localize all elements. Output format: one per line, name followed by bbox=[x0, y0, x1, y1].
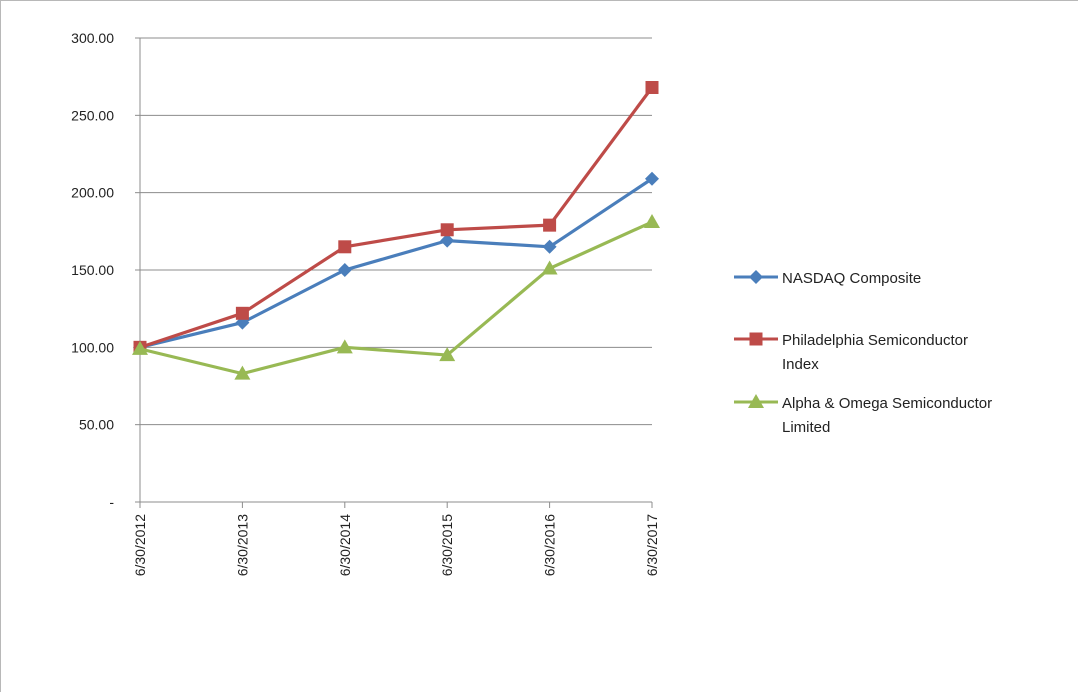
series-line bbox=[139, 177, 653, 349]
data-point bbox=[440, 233, 455, 248]
x-axis: 6/30/2012 6/30/2013 6/30/2014 6/30/2015 6/30… bbox=[132, 501, 660, 576]
y-tick-label: 50.00 bbox=[79, 417, 114, 433]
data-point bbox=[439, 347, 456, 362]
data-point bbox=[645, 80, 659, 94]
x-tick-label: 6/30/2017 bbox=[644, 514, 660, 576]
series-line bbox=[139, 220, 653, 376]
data-point bbox=[234, 365, 251, 380]
series-group bbox=[132, 80, 660, 380]
gridlines bbox=[140, 37, 652, 426]
y-tick-label: - bbox=[109, 494, 114, 510]
data-point bbox=[337, 263, 352, 277]
data-point bbox=[132, 340, 148, 355]
legend-label: Philadelphia Semiconductor bbox=[782, 332, 968, 349]
legend-marker bbox=[749, 270, 763, 284]
x-tick-label: 6/30/2012 bbox=[132, 514, 148, 576]
legend-label: Alpha & Omega Semiconductor bbox=[782, 395, 992, 412]
y-tick-label: 300.00 bbox=[71, 30, 114, 46]
x-tick-label: 6/30/2016 bbox=[542, 514, 558, 576]
y-tick-label: 200.00 bbox=[71, 185, 114, 201]
x-tick-label: 6/30/2014 bbox=[337, 514, 353, 576]
legend: NASDAQ Composite Philadelphia Semiconduct… bbox=[734, 270, 992, 436]
series-3 bbox=[132, 214, 660, 380]
data-point bbox=[235, 306, 249, 320]
legend-label: Index bbox=[782, 356, 819, 373]
legend-marker bbox=[748, 394, 764, 408]
data-point bbox=[338, 240, 352, 254]
y-tick-label: 150.00 bbox=[71, 262, 114, 278]
y-axis: - 50.00 100.00 150.00 200.00 250.00 300.00 bbox=[71, 30, 141, 510]
series-line bbox=[139, 86, 654, 349]
legend-item: Philadelphia Semiconductor Index bbox=[734, 332, 968, 373]
data-point bbox=[543, 218, 557, 232]
data-point bbox=[541, 260, 558, 275]
data-point bbox=[336, 339, 353, 354]
legend-item: NASDAQ Composite bbox=[734, 270, 921, 287]
legend-item: Alpha & Omega Semiconductor Limited bbox=[734, 394, 992, 436]
data-point bbox=[644, 214, 660, 229]
data-point bbox=[542, 239, 557, 254]
data-point bbox=[645, 171, 659, 186]
legend-label: Limited bbox=[782, 419, 830, 436]
y-tick-label: 250.00 bbox=[71, 107, 114, 123]
legend-marker bbox=[749, 332, 763, 346]
series-1 bbox=[133, 171, 659, 355]
legend-label: NASDAQ Composite bbox=[782, 270, 921, 287]
data-point bbox=[440, 223, 454, 237]
x-tick-label: 6/30/2013 bbox=[234, 514, 250, 576]
series-2 bbox=[133, 80, 659, 354]
y-tick-label: 100.00 bbox=[71, 339, 114, 355]
x-tick-label: 6/30/2015 bbox=[439, 514, 455, 576]
